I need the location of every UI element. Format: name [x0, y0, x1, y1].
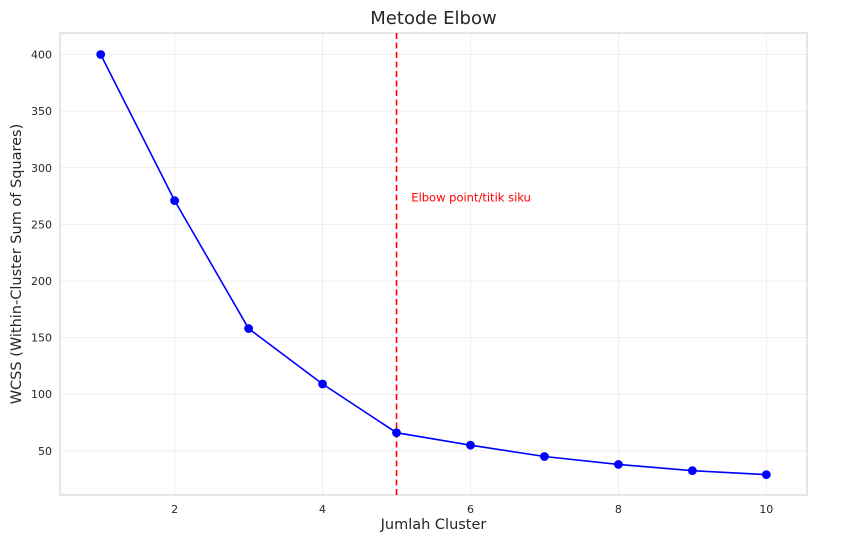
- data-point: [318, 379, 327, 389]
- y-tick-label: 200: [31, 275, 52, 288]
- plot-frame: [59, 32, 808, 496]
- x-axis-label: Jumlah Cluster: [380, 517, 487, 533]
- data-point: [392, 428, 401, 438]
- x-tick-label: 2: [171, 503, 178, 516]
- data-point: [96, 50, 106, 59]
- y-tick-label: 150: [31, 332, 52, 345]
- y-axis-ticks: 50 100 150 200 250 300 350 400: [31, 49, 52, 458]
- series-line: [99, 54, 767, 476]
- y-tick-label: 100: [31, 388, 52, 401]
- y-tick-label: 50: [38, 445, 52, 458]
- y-tick-label: 400: [31, 49, 52, 62]
- data-point: [466, 440, 475, 450]
- x-tick-label: 4: [319, 503, 326, 516]
- y-tick-label: 300: [31, 162, 52, 175]
- y-tick-label: 250: [31, 218, 52, 231]
- data-point: [687, 466, 697, 476]
- data-point: [170, 196, 180, 205]
- grid: [60, 33, 807, 495]
- x-axis-ticks: 2 4 6 8 10: [171, 503, 773, 516]
- elbow-annotation: Elbow point/titik siku: [411, 191, 531, 205]
- data-point: [761, 470, 771, 480]
- x-tick-label: 10: [759, 503, 773, 516]
- series-wcss: [96, 50, 771, 480]
- data-point: [244, 324, 253, 333]
- chart-title: Metode Elbow: [370, 8, 496, 29]
- data-point: [614, 460, 623, 469]
- y-tick-label: 350: [31, 105, 52, 118]
- data-point: [540, 452, 549, 461]
- x-tick-label: 8: [615, 503, 622, 516]
- y-axis-label: WCSS (Within-Cluster Sum of Squares): [9, 124, 25, 405]
- x-tick-label: 6: [467, 503, 474, 516]
